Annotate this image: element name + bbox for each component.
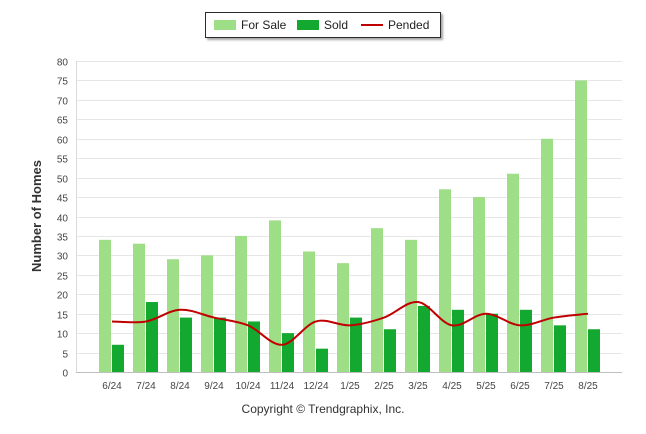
for-sale-bar[interactable] bbox=[337, 263, 349, 372]
y-tick-label: 70 bbox=[57, 97, 69, 108]
sold-bar[interactable] bbox=[214, 317, 226, 372]
legend-label-for-sale: For Sale bbox=[241, 18, 287, 32]
x-tick-label: 5/25 bbox=[476, 381, 496, 392]
sold-bar[interactable] bbox=[554, 325, 566, 372]
y-tick-label: 25 bbox=[57, 272, 69, 283]
for-sale-bar[interactable] bbox=[575, 80, 587, 372]
x-tick-label: 7/25 bbox=[544, 381, 564, 392]
x-tick-label: 6/24 bbox=[102, 381, 122, 392]
y-tick-label: 65 bbox=[57, 116, 69, 127]
sold-swatch-icon bbox=[297, 20, 319, 30]
legend-label-sold: Sold bbox=[324, 18, 349, 32]
y-tick-label: 10 bbox=[57, 330, 69, 341]
x-tick-label: 11/24 bbox=[270, 381, 295, 392]
for-sale-bar[interactable] bbox=[167, 259, 179, 372]
sold-bar[interactable] bbox=[180, 317, 192, 372]
sold-bar[interactable] bbox=[282, 333, 294, 372]
y-tick-label: 60 bbox=[57, 136, 69, 147]
for-sale-bar[interactable] bbox=[235, 235, 247, 372]
legend: For Sale Sold Pended bbox=[205, 12, 441, 38]
y-tick-label: 55 bbox=[57, 155, 69, 166]
legend-label-pended: Pended bbox=[388, 18, 430, 32]
pended-line-group bbox=[111, 301, 589, 346]
for-sale-bar[interactable] bbox=[439, 189, 451, 372]
sold-bar[interactable] bbox=[418, 305, 430, 372]
y-tick-label: 45 bbox=[57, 194, 69, 205]
y-tick-label: 75 bbox=[57, 77, 69, 88]
sold-bar[interactable] bbox=[112, 344, 124, 372]
for-sale-bar[interactable] bbox=[507, 173, 519, 372]
for-sale-bar[interactable] bbox=[541, 138, 553, 372]
x-tick-label: 7/24 bbox=[136, 381, 156, 392]
x-tick-label: 9/24 bbox=[204, 381, 224, 392]
y-tick-label: 20 bbox=[57, 291, 69, 302]
for-sale-bar[interactable] bbox=[99, 239, 111, 372]
for-sale-bar[interactable] bbox=[133, 243, 145, 372]
y-axis-label: Number of Homes bbox=[29, 160, 44, 272]
for-sale-bar[interactable] bbox=[371, 228, 383, 372]
x-tick-label: 8/25 bbox=[578, 381, 598, 392]
x-tick-label: 4/25 bbox=[442, 381, 462, 392]
sold-bar[interactable] bbox=[588, 329, 600, 372]
y-tick-label: 0 bbox=[62, 369, 68, 380]
sold-bar[interactable] bbox=[452, 309, 464, 372]
x-tick-label: 1/25 bbox=[340, 381, 360, 392]
pended-line-swatch-icon bbox=[361, 24, 383, 26]
sold-bar[interactable] bbox=[520, 309, 532, 372]
y-tick-label: 50 bbox=[57, 175, 69, 186]
sold-bar[interactable] bbox=[350, 317, 362, 372]
for-sale-swatch-icon bbox=[214, 20, 236, 30]
sold-bar[interactable] bbox=[384, 329, 396, 372]
y-tick-labels: 0 5 10 15 20 25 30 35 40 45 50 55 60 65 70 75 80 bbox=[57, 58, 69, 380]
x-tick-label: 2/25 bbox=[374, 381, 394, 392]
y-tick-label: 30 bbox=[57, 252, 69, 263]
y-tick-label: 35 bbox=[57, 233, 69, 244]
x-tick-label: 3/25 bbox=[408, 381, 428, 392]
x-tick-label: 12/24 bbox=[303, 381, 328, 392]
for-sale-bar[interactable] bbox=[269, 220, 281, 372]
for-sale-bar[interactable] bbox=[201, 255, 213, 372]
sold-bars bbox=[112, 302, 600, 372]
y-tick-label: 15 bbox=[57, 311, 69, 322]
copyright-footer: Copyright © Trendgraphix, Inc. bbox=[241, 402, 405, 416]
x-tick-label: 10/24 bbox=[235, 381, 260, 392]
for-sale-bar[interactable] bbox=[303, 251, 315, 372]
sold-bar[interactable] bbox=[248, 321, 260, 372]
y-tick-label: 5 bbox=[62, 350, 68, 361]
x-tick-labels: 6/24 7/24 8/24 9/24 10/24 11/24 12/24 1/25 2/25 3… bbox=[102, 381, 598, 392]
for-sale-bar[interactable] bbox=[405, 239, 417, 372]
x-tick-label: 6/25 bbox=[510, 381, 530, 392]
x-tick-label: 8/24 bbox=[170, 381, 190, 392]
for-sale-bar[interactable] bbox=[473, 197, 485, 372]
sold-bar[interactable] bbox=[486, 313, 498, 372]
for-sale-bars bbox=[99, 80, 587, 372]
y-tick-label: 40 bbox=[57, 214, 69, 225]
y-tick-label: 80 bbox=[57, 58, 69, 69]
pended-line[interactable] bbox=[111, 301, 589, 346]
sold-bar[interactable] bbox=[316, 348, 328, 372]
sold-bar[interactable] bbox=[146, 302, 158, 372]
